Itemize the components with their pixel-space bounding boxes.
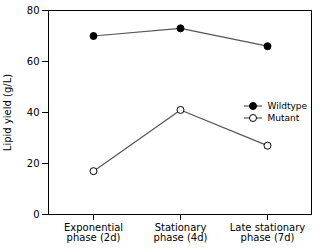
svg-text:Exponentialphase (2d): Exponentialphase (2d) <box>64 222 123 243</box>
svg-text:40: 40 <box>27 107 40 118</box>
svg-text:80: 80 <box>27 5 40 16</box>
svg-text:Stationaryphase (4d): Stationaryphase (4d) <box>154 222 208 243</box>
html-text:Mutant: Mutant <box>267 113 300 123</box>
svg-text:20: 20 <box>27 158 40 169</box>
svg-text:Late stationaryphase (7d): Late stationaryphase (7d) <box>230 222 306 243</box>
svg-text:0: 0 <box>33 209 39 220</box>
svg-text:60: 60 <box>27 56 40 67</box>
svg-text:Lipid yield (g/L): Lipid yield (g/L) <box>2 74 13 151</box>
html-text:Wildtype: Wildtype <box>267 101 307 111</box>
